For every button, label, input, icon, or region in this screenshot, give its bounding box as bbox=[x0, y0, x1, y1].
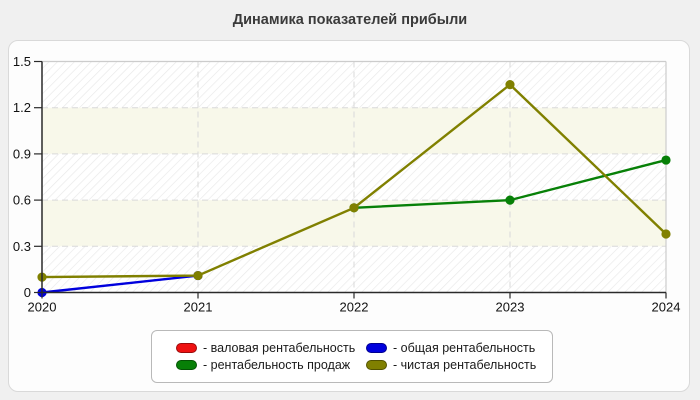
x-tick-label: 2024 bbox=[652, 300, 681, 315]
y-tick-label: 0.9 bbox=[13, 146, 31, 161]
legend-swatch-net-margin bbox=[366, 360, 387, 370]
legend-swatch-gross-margin bbox=[176, 343, 197, 353]
y-tick-label: 1.2 bbox=[13, 100, 31, 115]
legend-label-sales-margin: - рентабельность продаж bbox=[203, 358, 351, 372]
plot-frame bbox=[42, 60, 667, 293]
series-marker-net-margin bbox=[505, 80, 515, 90]
x-tick-label: 2020 bbox=[28, 300, 57, 315]
series-marker-net-margin bbox=[193, 270, 203, 281]
legend-item-gross-margin: - валовая рентабельность bbox=[176, 341, 366, 355]
legend-item-total-margin: - общая рентабельность bbox=[366, 341, 552, 355]
legend-swatch-total-margin bbox=[366, 343, 387, 353]
x-tick-label: 2022 bbox=[340, 300, 369, 315]
y-tick-label: 0.6 bbox=[13, 193, 31, 208]
legend-label-total-margin: - общая рентабельность bbox=[393, 341, 536, 355]
legend-swatch-sales-margin bbox=[176, 360, 197, 370]
legend-item-net-margin: - чистая рентабельность bbox=[366, 358, 552, 372]
chart-title: Динамика показателей прибыли bbox=[232, 12, 468, 28]
legend: - валовая рентабельность - общая рентабел… bbox=[151, 330, 553, 383]
legend-label-net-margin: - чистая рентабельность bbox=[393, 358, 537, 372]
legend-item-sales-margin: - рентабельность продаж bbox=[176, 358, 366, 372]
series-marker-net-margin bbox=[349, 203, 359, 213]
legend-label-gross-margin: - валовая рентабельность bbox=[203, 341, 356, 355]
series-marker-sales-margin bbox=[505, 195, 515, 205]
y-tick-label: 1.5 bbox=[13, 54, 31, 69]
series-marker-sales-margin bbox=[661, 155, 671, 165]
data-series bbox=[37, 80, 671, 298]
x-tick-label: 2023 bbox=[496, 300, 525, 315]
axes bbox=[34, 60, 667, 299]
y-tick-label: 0 bbox=[24, 285, 31, 300]
axis-labels: 0 0.3 0.6 0.9 1.2 1.5 2020 2021 2022 2023 2024 bbox=[13, 54, 681, 315]
series-line-total-margin bbox=[41, 274, 199, 294]
x-tick-label: 2021 bbox=[184, 300, 213, 315]
y-tick-label: 0.3 bbox=[13, 239, 31, 254]
series-marker-net-margin bbox=[661, 229, 671, 239]
grid-lines bbox=[42, 61, 666, 293]
